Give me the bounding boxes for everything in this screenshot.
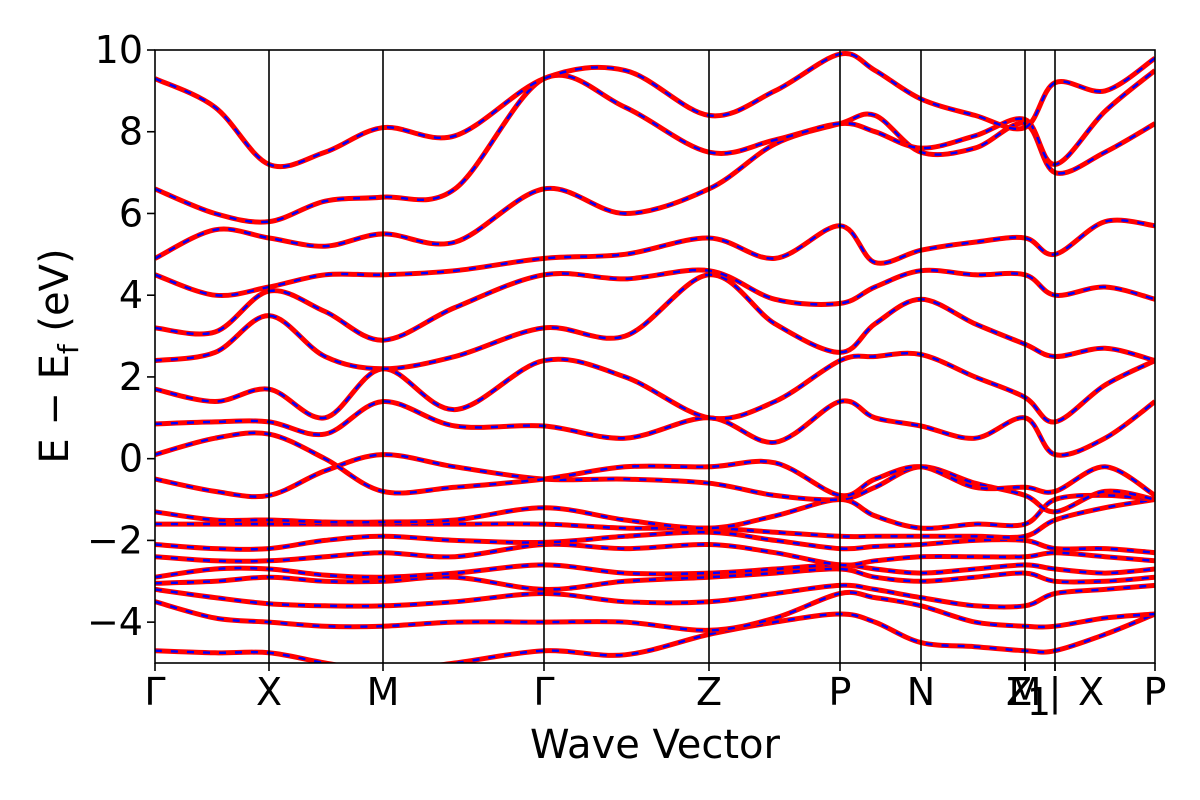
band-line-9 — [155, 452, 1155, 515]
band-line-dashed-17 — [155, 69, 1155, 224]
y-axis-label: E − Ef (eV) — [32, 248, 85, 463]
x-tick-label-12: P — [1144, 670, 1167, 714]
band-line-12 — [155, 350, 1155, 425]
x-axis-label: Wave Vector — [530, 722, 781, 768]
x-tick-label-11: X — [1078, 670, 1104, 714]
band-line-dashed-9 — [155, 453, 1155, 514]
y-axis-label-main: E − E — [32, 354, 78, 464]
y-tick-label-3: 2 — [119, 355, 143, 399]
y-axis-label-unit: (eV) — [32, 248, 78, 344]
band-line-10 — [155, 430, 1155, 499]
x-tick-label-2: M — [367, 670, 400, 714]
band-line-15 — [155, 217, 1155, 299]
y-tick-label-1: −2 — [87, 518, 143, 562]
x-tick-label-5: P — [829, 670, 852, 714]
band-line-dashed-18 — [155, 52, 1155, 168]
x-tick-label-9: 1 — [1027, 680, 1051, 724]
kpoint-lines — [268, 50, 1056, 663]
x-ticks: Γ X M Γ Z P N ZM1| X P — [144, 663, 1166, 724]
x-tick-label-1: X — [256, 670, 282, 714]
band-line-17 — [155, 68, 1155, 225]
band-line-13 — [155, 272, 1155, 372]
y-tick-label-7: 10 — [95, 28, 143, 72]
x-tick-label-0: Γ — [144, 670, 165, 714]
x-tick-label-3: Γ — [533, 670, 554, 714]
x-tick-label-6: N — [907, 670, 935, 714]
y-ticks: −4 −2 0 2 4 6 8 10 — [87, 28, 155, 644]
bands-layer — [155, 51, 1155, 663]
y-tick-label-0: −4 — [87, 600, 143, 644]
x-tick-label-7: Z — [1006, 670, 1032, 714]
x-tick-label-10: | — [1049, 670, 1062, 715]
plot-frame — [154, 49, 1156, 664]
y-tick-label-4: 4 — [119, 273, 143, 317]
x-tick-label-4: Z — [696, 670, 722, 714]
y-tick-label-6: 8 — [119, 110, 143, 154]
y-tick-label-5: 6 — [119, 191, 143, 235]
band-line-18 — [155, 51, 1155, 170]
x-tick-label-8: M — [1009, 670, 1042, 714]
band-line-dashed-10 — [155, 431, 1155, 497]
y-tick-label-2: 0 — [119, 437, 143, 481]
y-axis-label-subscript: f — [52, 343, 85, 354]
band-line-dashed-13 — [155, 273, 1155, 371]
band-line-dashed-15 — [155, 218, 1155, 297]
